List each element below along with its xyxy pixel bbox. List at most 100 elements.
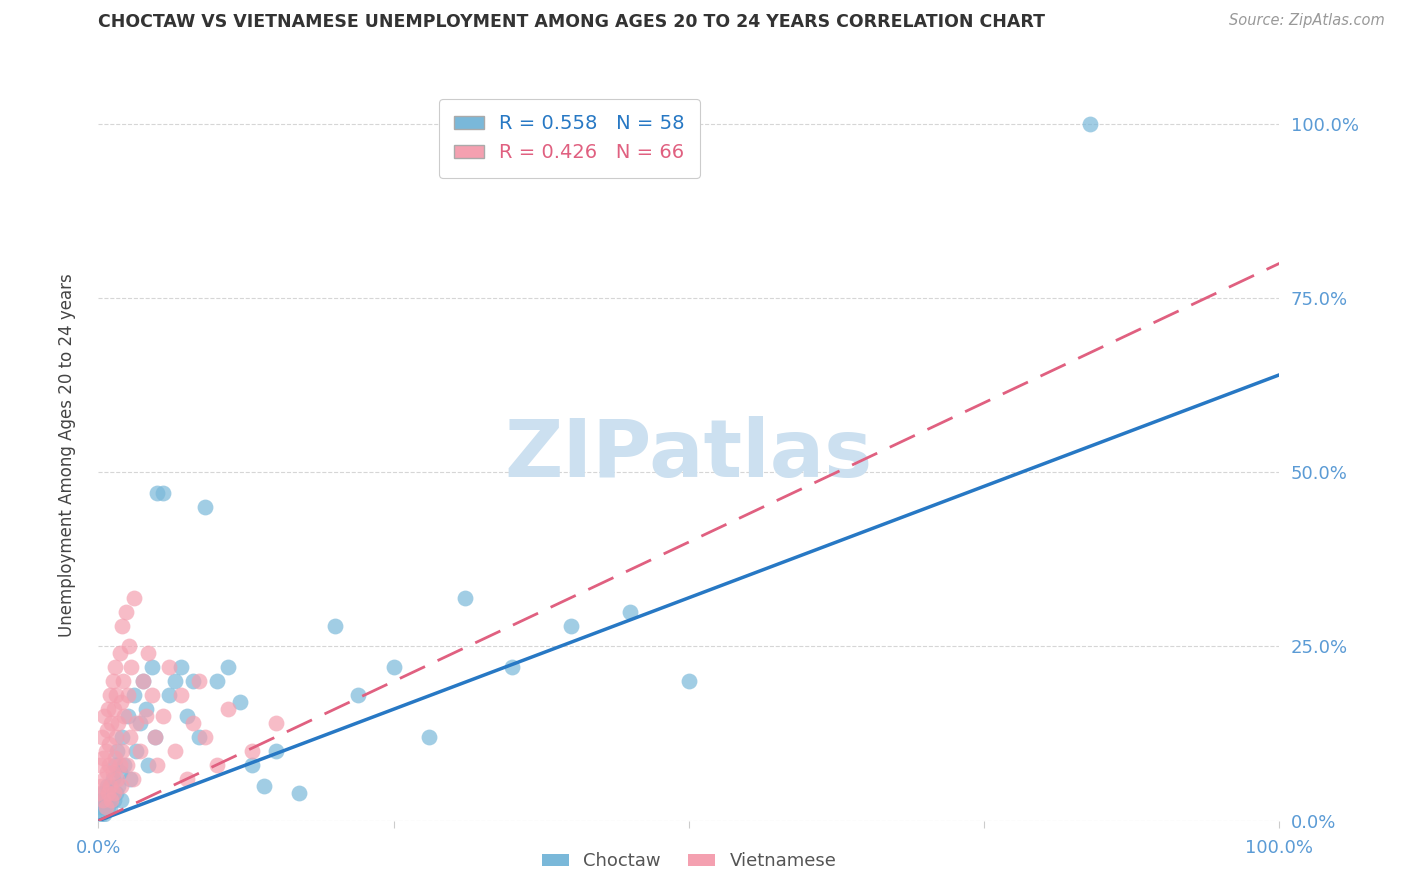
Point xyxy=(678,674,700,689)
Point xyxy=(107,779,129,793)
Point xyxy=(90,806,112,821)
Point xyxy=(91,786,114,800)
Point xyxy=(103,786,125,800)
Point xyxy=(89,799,111,814)
Point xyxy=(347,688,370,702)
Point xyxy=(101,674,124,689)
Point xyxy=(560,618,582,632)
Point xyxy=(288,786,311,800)
Point xyxy=(176,772,198,786)
Point xyxy=(104,751,127,765)
Point xyxy=(120,772,142,786)
Point xyxy=(152,486,174,500)
Point xyxy=(253,779,276,793)
Point xyxy=(240,744,263,758)
Point xyxy=(264,744,287,758)
Point xyxy=(96,723,118,737)
Legend: Choctaw, Vietnamese: Choctaw, Vietnamese xyxy=(534,845,844,878)
Point xyxy=(87,786,110,800)
Point xyxy=(105,786,128,800)
Point xyxy=(264,716,287,731)
Point xyxy=(97,799,120,814)
Point xyxy=(110,779,132,793)
Point xyxy=(121,772,143,786)
Point xyxy=(112,709,135,723)
Point xyxy=(117,688,139,702)
Point xyxy=(187,674,209,689)
Point xyxy=(121,660,143,674)
Point xyxy=(91,793,114,807)
Point xyxy=(143,730,166,744)
Point xyxy=(98,799,121,814)
Point xyxy=(146,758,169,772)
Point xyxy=(141,688,163,702)
Point xyxy=(111,744,134,758)
Y-axis label: Unemployment Among Ages 20 to 24 years: Unemployment Among Ages 20 to 24 years xyxy=(58,273,76,637)
Point xyxy=(117,709,139,723)
Point xyxy=(135,702,157,716)
Point xyxy=(165,674,187,689)
Point xyxy=(91,793,114,807)
Point xyxy=(94,793,117,807)
Point xyxy=(453,591,475,605)
Point xyxy=(100,716,122,731)
Point xyxy=(97,786,120,800)
Point xyxy=(98,786,121,800)
Point xyxy=(103,793,125,807)
Point xyxy=(382,660,405,674)
Point xyxy=(136,647,159,661)
Point xyxy=(105,688,128,702)
Point xyxy=(93,709,115,723)
Point xyxy=(91,730,114,744)
Point xyxy=(115,758,138,772)
Point xyxy=(98,737,121,751)
Point xyxy=(323,618,346,632)
Point xyxy=(96,764,118,779)
Point xyxy=(205,674,228,689)
Text: ZIPatlas: ZIPatlas xyxy=(505,416,873,494)
Point xyxy=(100,793,122,807)
Point xyxy=(94,744,117,758)
Point xyxy=(93,799,115,814)
Point xyxy=(157,688,180,702)
Point xyxy=(132,674,155,689)
Point xyxy=(90,779,112,793)
Text: CHOCTAW VS VIETNAMESE UNEMPLOYMENT AMONG AGES 20 TO 24 YEARS CORRELATION CHART: CHOCTAW VS VIETNAMESE UNEMPLOYMENT AMONG… xyxy=(98,13,1046,31)
Point xyxy=(93,806,115,821)
Point xyxy=(105,730,128,744)
Point xyxy=(111,618,134,632)
Point xyxy=(110,793,132,807)
Point xyxy=(98,688,121,702)
Point xyxy=(165,744,187,758)
Point xyxy=(108,764,131,779)
Point xyxy=(125,716,148,731)
Point xyxy=(181,716,204,731)
Point xyxy=(143,730,166,744)
Point xyxy=(619,605,641,619)
Point xyxy=(98,758,121,772)
Point xyxy=(1080,117,1102,131)
Point xyxy=(112,758,135,772)
Point xyxy=(105,772,128,786)
Point xyxy=(170,688,193,702)
Point xyxy=(89,758,111,772)
Point xyxy=(132,674,155,689)
Point xyxy=(122,591,145,605)
Point xyxy=(101,772,124,786)
Point xyxy=(107,716,129,731)
Point xyxy=(181,674,204,689)
Point xyxy=(96,779,118,793)
Point xyxy=(217,702,239,716)
Point xyxy=(120,730,142,744)
Point xyxy=(157,660,180,674)
Point xyxy=(141,660,163,674)
Point xyxy=(93,772,115,786)
Point xyxy=(111,730,134,744)
Point xyxy=(118,640,141,654)
Point xyxy=(110,695,132,709)
Point xyxy=(240,758,263,772)
Point xyxy=(501,660,523,674)
Point xyxy=(103,702,125,716)
Point xyxy=(128,716,150,731)
Point xyxy=(122,688,145,702)
